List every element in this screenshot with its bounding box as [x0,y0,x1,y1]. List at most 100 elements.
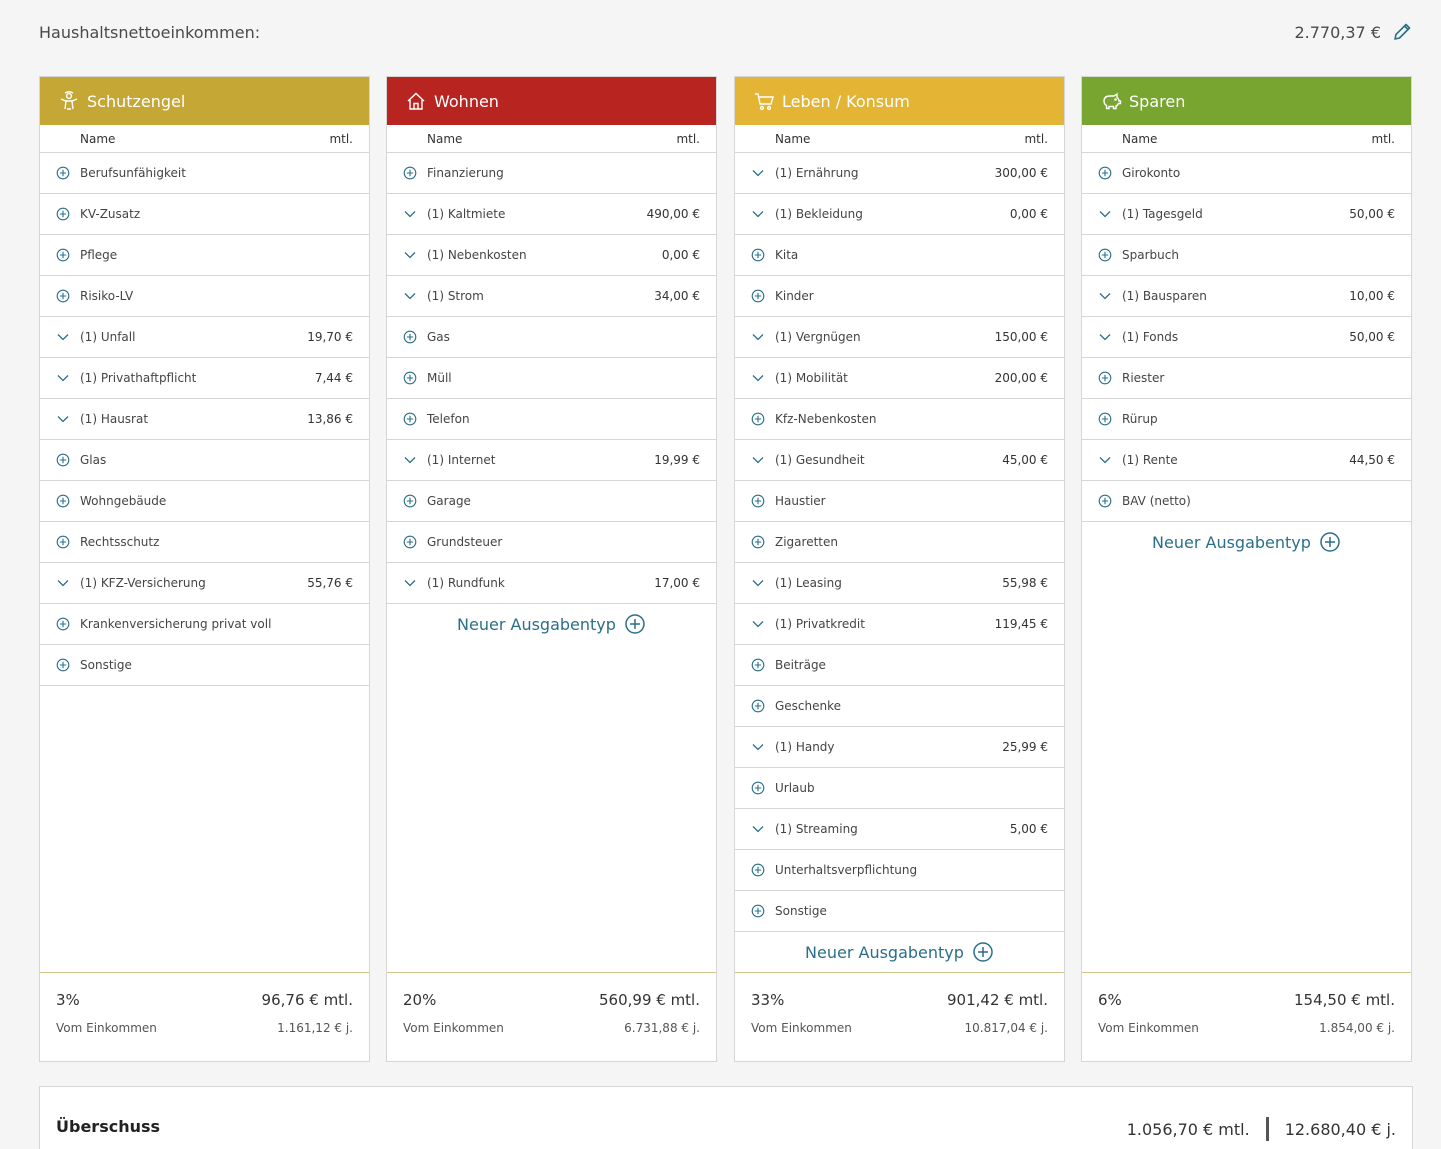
expense-row-nebenkosten[interactable]: (1) Nebenkosten 0,00 € [387,235,716,276]
plus-circle-icon[interactable] [402,165,418,181]
chevron-down-icon[interactable] [402,247,418,263]
plus-circle-icon[interactable] [402,411,418,427]
expense-row-gas[interactable]: Gas [387,317,716,358]
expense-row-bav-netto[interactable]: BAV (netto) [1082,481,1411,522]
plus-circle-icon[interactable] [750,698,766,714]
expense-row-vergnügen[interactable]: (1) Vergnügen 150,00 € [735,317,1064,358]
plus-circle-icon[interactable] [750,903,766,919]
expense-row-rechtsschutz[interactable]: Rechtsschutz [40,522,369,563]
plus-circle-icon[interactable] [55,616,71,632]
plus-circle-icon[interactable] [750,780,766,796]
chevron-down-icon[interactable] [750,739,766,755]
plus-circle-icon[interactable] [1097,411,1113,427]
expense-row-streaming[interactable]: (1) Streaming 5,00 € [735,809,1064,850]
expense-row-geschenke[interactable]: Geschenke [735,686,1064,727]
expense-row-zigaretten[interactable]: Zigaretten [735,522,1064,563]
plus-circle-icon[interactable] [1097,165,1113,181]
expense-row-risiko-lv[interactable]: Risiko-LV [40,276,369,317]
plus-circle-icon[interactable] [1097,370,1113,386]
plus-circle-icon[interactable] [402,370,418,386]
chevron-down-icon[interactable] [750,206,766,222]
plus-circle-icon[interactable] [1097,493,1113,509]
chevron-down-icon[interactable] [55,329,71,345]
plus-circle-icon[interactable] [55,206,71,222]
expense-row-internet[interactable]: (1) Internet 19,99 € [387,440,716,481]
plus-circle-icon[interactable] [55,657,71,673]
expense-row-kita[interactable]: Kita [735,235,1064,276]
expense-row-beiträge[interactable]: Beiträge [735,645,1064,686]
chevron-down-icon[interactable] [750,370,766,386]
expense-row-glas[interactable]: Glas [40,440,369,481]
plus-circle-icon[interactable] [402,329,418,345]
plus-circle-icon[interactable] [750,493,766,509]
expense-row-mobilität[interactable]: (1) Mobilität 200,00 € [735,358,1064,399]
expense-row-strom[interactable]: (1) Strom 34,00 € [387,276,716,317]
expense-row-kinder[interactable]: Kinder [735,276,1064,317]
expense-row-pflege[interactable]: Pflege [40,235,369,276]
new-expense-type-button[interactable]: Neuer Ausgabentyp [387,604,716,644]
pencil-icon[interactable] [1391,21,1413,43]
plus-circle-icon[interactable] [750,534,766,550]
expense-row-tagesgeld[interactable]: (1) Tagesgeld 50,00 € [1082,194,1411,235]
expense-row-rundfunk[interactable]: (1) Rundfunk 17,00 € [387,563,716,604]
plus-circle-icon[interactable] [750,288,766,304]
plus-circle-icon[interactable] [402,493,418,509]
plus-circle-icon[interactable] [55,493,71,509]
plus-circle-icon[interactable] [750,862,766,878]
expense-row-urlaub[interactable]: Urlaub [735,768,1064,809]
expense-row-privathaftpflicht[interactable]: (1) Privathaftpflicht 7,44 € [40,358,369,399]
chevron-down-icon[interactable] [750,616,766,632]
expense-row-bausparen[interactable]: (1) Bausparen 10,00 € [1082,276,1411,317]
expense-row-krankenversicherung-privat-voll[interactable]: Krankenversicherung privat voll [40,604,369,645]
expense-row-gesundheit[interactable]: (1) Gesundheit 45,00 € [735,440,1064,481]
chevron-down-icon[interactable] [1097,452,1113,468]
expense-row-girokonto[interactable]: Girokonto [1082,153,1411,194]
expense-row-grundsteuer[interactable]: Grundsteuer [387,522,716,563]
new-expense-type-button[interactable]: Neuer Ausgabentyp [1082,522,1411,562]
expense-row-riester[interactable]: Riester [1082,358,1411,399]
chevron-down-icon[interactable] [402,575,418,591]
plus-circle-icon[interactable] [55,247,71,263]
expense-row-leasing[interactable]: (1) Leasing 55,98 € [735,563,1064,604]
expense-row-telefon[interactable]: Telefon [387,399,716,440]
chevron-down-icon[interactable] [402,452,418,468]
plus-circle-icon[interactable] [750,247,766,263]
chevron-down-icon[interactable] [750,575,766,591]
expense-row-hausrat[interactable]: (1) Hausrat 13,86 € [40,399,369,440]
chevron-down-icon[interactable] [55,370,71,386]
expense-row-müll[interactable]: Müll [387,358,716,399]
expense-row-bekleidung[interactable]: (1) Bekleidung 0,00 € [735,194,1064,235]
plus-circle-icon[interactable] [55,452,71,468]
expense-row-ernährung[interactable]: (1) Ernährung 300,00 € [735,153,1064,194]
chevron-down-icon[interactable] [402,288,418,304]
expense-row-kfz-nebenkosten[interactable]: Kfz-Nebenkosten [735,399,1064,440]
expense-row-garage[interactable]: Garage [387,481,716,522]
plus-circle-icon[interactable] [402,534,418,550]
expense-row-berufsunfähigkeit[interactable]: Berufsunfähigkeit [40,153,369,194]
expense-row-handy[interactable]: (1) Handy 25,99 € [735,727,1064,768]
new-expense-type-button[interactable]: Neuer Ausgabentyp [735,932,1064,972]
plus-circle-icon[interactable] [55,165,71,181]
expense-row-kfz-versicherung[interactable]: (1) KFZ-Versicherung 55,76 € [40,563,369,604]
plus-circle-icon[interactable] [750,411,766,427]
chevron-down-icon[interactable] [750,329,766,345]
expense-row-kv-zusatz[interactable]: KV-Zusatz [40,194,369,235]
chevron-down-icon[interactable] [750,821,766,837]
expense-row-unfall[interactable]: (1) Unfall 19,70 € [40,317,369,358]
chevron-down-icon[interactable] [1097,206,1113,222]
expense-row-rente[interactable]: (1) Rente 44,50 € [1082,440,1411,481]
expense-row-sparbuch[interactable]: Sparbuch [1082,235,1411,276]
chevron-down-icon[interactable] [55,575,71,591]
plus-circle-icon[interactable] [1097,247,1113,263]
expense-row-sonstige[interactable]: Sonstige [735,891,1064,932]
expense-row-finanzierung[interactable]: Finanzierung [387,153,716,194]
expense-row-unterhaltsverpflichtung[interactable]: Unterhaltsverpflichtung [735,850,1064,891]
chevron-down-icon[interactable] [55,411,71,427]
expense-row-fonds[interactable]: (1) Fonds 50,00 € [1082,317,1411,358]
expense-row-haustier[interactable]: Haustier [735,481,1064,522]
expense-row-rürup[interactable]: Rürup [1082,399,1411,440]
plus-circle-icon[interactable] [55,534,71,550]
expense-row-privatkredit[interactable]: (1) Privatkredit 119,45 € [735,604,1064,645]
chevron-down-icon[interactable] [750,165,766,181]
chevron-down-icon[interactable] [1097,288,1113,304]
